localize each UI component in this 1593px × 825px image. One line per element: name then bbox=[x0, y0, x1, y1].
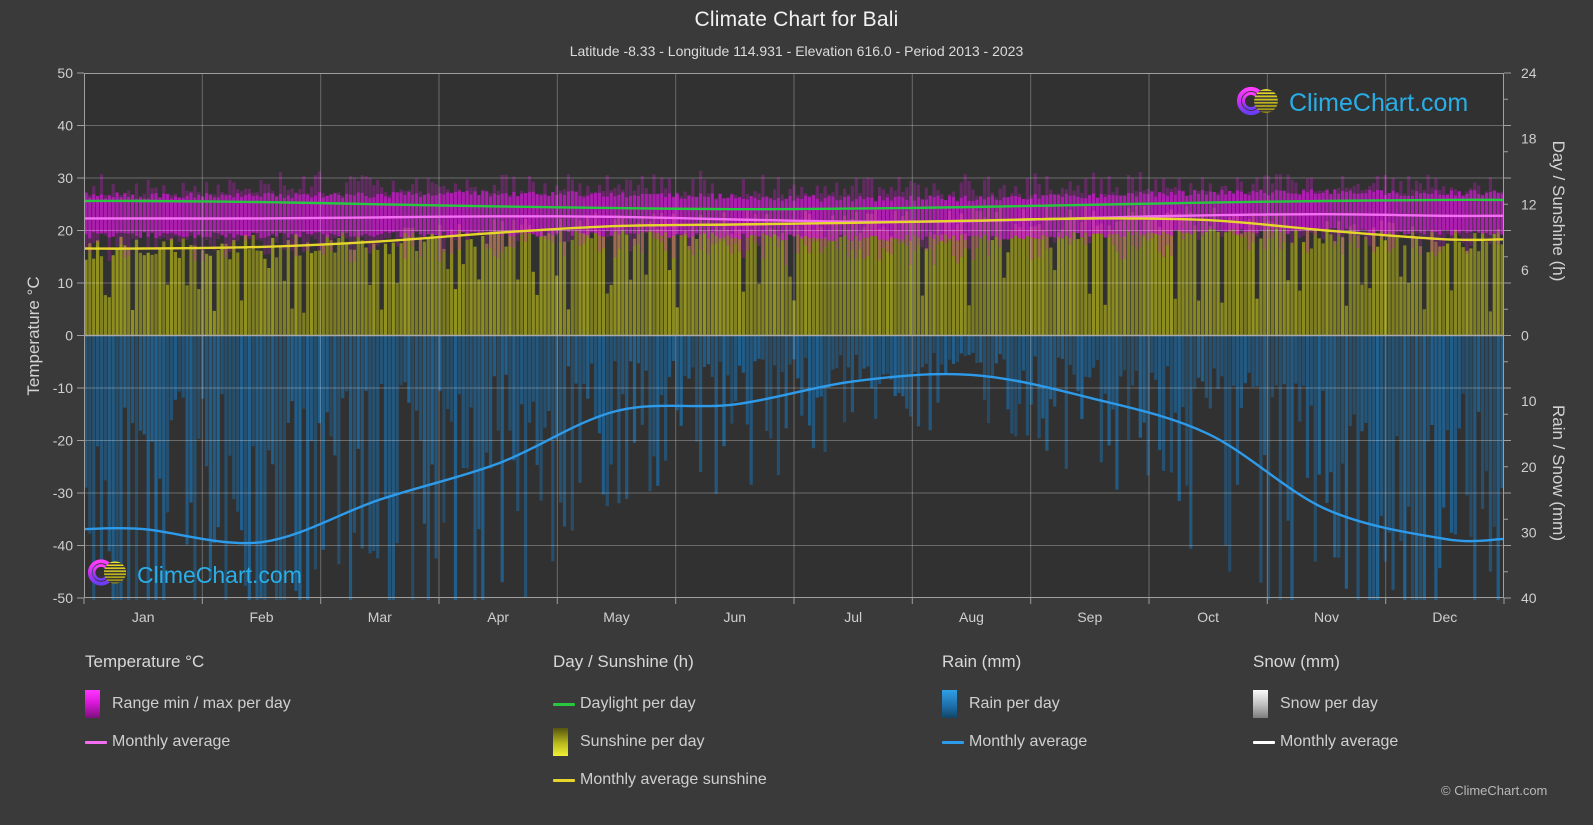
daylight-line-swatch bbox=[553, 702, 575, 706]
page-title: Climate Chart for Bali bbox=[694, 8, 899, 31]
left-tick-label: -40 bbox=[53, 538, 73, 554]
month-label: Dec bbox=[1432, 609, 1457, 625]
legend-item: Snow per day bbox=[1253, 685, 1398, 723]
right-rain-tick-label: 30 bbox=[1521, 524, 1537, 540]
watermark-top-right: ClimeChart.com bbox=[1236, 79, 1469, 128]
month-label: Jul bbox=[844, 609, 862, 625]
axes: 50 40 30 20 10 0 -10 -20 -30 -40 -50 24 18 12 6 0 10 20 30… bbox=[53, 65, 1537, 625]
legend-column-temperature: Temperature °C Range min / max per day M… bbox=[85, 652, 291, 761]
left-tick-label: -50 bbox=[53, 590, 73, 606]
left-tick-label: -30 bbox=[53, 485, 73, 501]
left-tick-label: 30 bbox=[57, 170, 73, 186]
month-label: Jun bbox=[724, 609, 747, 625]
left-tick-label: 40 bbox=[57, 118, 73, 134]
legend-item: Monthly average bbox=[942, 723, 1087, 761]
watermark-bottom-left: ClimeChart.com bbox=[88, 552, 302, 598]
sunshine-average-line-swatch bbox=[553, 778, 575, 782]
snow-swatch bbox=[1253, 690, 1268, 718]
left-tick-label: 20 bbox=[57, 223, 73, 239]
right-rain-tick-label: 20 bbox=[1521, 459, 1537, 475]
sunshine-swatch bbox=[553, 728, 568, 756]
right-day-tick-label: 6 bbox=[1521, 262, 1529, 278]
watermark-text: ClimeChart.com bbox=[1289, 89, 1469, 117]
legend-item: Sunshine per day bbox=[553, 723, 767, 761]
legend-header: Rain (mm) bbox=[942, 652, 1022, 671]
left-tick-label: -10 bbox=[53, 380, 73, 396]
watermark-text: ClimeChart.com bbox=[137, 561, 302, 588]
month-label: Aug bbox=[959, 609, 984, 625]
legend-column-rain: Rain (mm) Rain per day Monthly average bbox=[942, 652, 1087, 761]
month-label: Mar bbox=[368, 609, 392, 625]
legend-item: Monthly average bbox=[85, 723, 291, 761]
legend-item: Monthly average sunshine bbox=[553, 761, 767, 799]
right-axis-title-rain: Rain / Snow (mm) bbox=[1549, 404, 1568, 542]
gridlines bbox=[84, 73, 1504, 598]
legend-header: Snow (mm) bbox=[1253, 652, 1340, 671]
right-axis-title-day: Day / Sunshine (h) bbox=[1549, 140, 1568, 282]
rain-average-line-swatch bbox=[942, 740, 964, 744]
chart-subtitle: Latitude -8.33 - Longitude 114.931 - Ele… bbox=[569, 43, 1024, 59]
right-rain-tick-label: 10 bbox=[1521, 393, 1537, 409]
right-day-tick-label: 12 bbox=[1521, 196, 1537, 212]
month-label: Apr bbox=[487, 609, 509, 625]
climechart-logo-icon bbox=[88, 552, 129, 598]
left-tick-label: 10 bbox=[57, 275, 73, 291]
month-label: Sep bbox=[1077, 609, 1102, 625]
right-day-tick-label: 24 bbox=[1521, 65, 1537, 81]
climechart-logo-icon bbox=[1236, 79, 1281, 128]
month-label: Nov bbox=[1314, 609, 1339, 625]
right-day-tick-label: 18 bbox=[1521, 131, 1537, 147]
legend-header: Day / Sunshine (h) bbox=[553, 652, 694, 671]
snow-average-line-swatch bbox=[1253, 740, 1275, 744]
right-day-tick-label: 0 bbox=[1521, 328, 1529, 344]
plot-area bbox=[83, 73, 1505, 600]
legend-header: Temperature °C bbox=[85, 652, 205, 671]
left-tick-label: 50 bbox=[57, 65, 73, 81]
temp-average-line-swatch bbox=[85, 740, 107, 744]
legend-item: Rain per day bbox=[942, 685, 1087, 723]
legend-item: Monthly average bbox=[1253, 723, 1398, 761]
left-tick-label: -20 bbox=[53, 433, 73, 449]
rain-swatch bbox=[942, 690, 957, 718]
month-label: Oct bbox=[1197, 609, 1219, 625]
legend-column-snow: Snow (mm) Snow per day Monthly average bbox=[1253, 652, 1398, 761]
right-rain-tick-label: 40 bbox=[1521, 590, 1537, 606]
temp-range-swatch bbox=[85, 690, 100, 718]
month-label: Feb bbox=[249, 609, 273, 625]
climate-chart-plot: 50 40 30 20 10 0 -10 -20 -30 -40 -50 24 18 12 6 0 10 20 30… bbox=[53, 65, 1537, 625]
left-tick-label: 0 bbox=[65, 328, 73, 344]
legend-column-day-sunshine: Day / Sunshine (h) Daylight per day Suns… bbox=[553, 652, 767, 799]
legend-item: Daylight per day bbox=[553, 685, 767, 723]
month-label: May bbox=[603, 609, 629, 625]
month-label: Jan bbox=[132, 609, 155, 625]
copyright-note: © ClimeChart.com bbox=[1441, 783, 1548, 798]
monthly-average-lines bbox=[83, 198, 1505, 545]
legend-item: Range min / max per day bbox=[85, 685, 291, 723]
left-axis-title: Temperature °C bbox=[24, 276, 43, 396]
